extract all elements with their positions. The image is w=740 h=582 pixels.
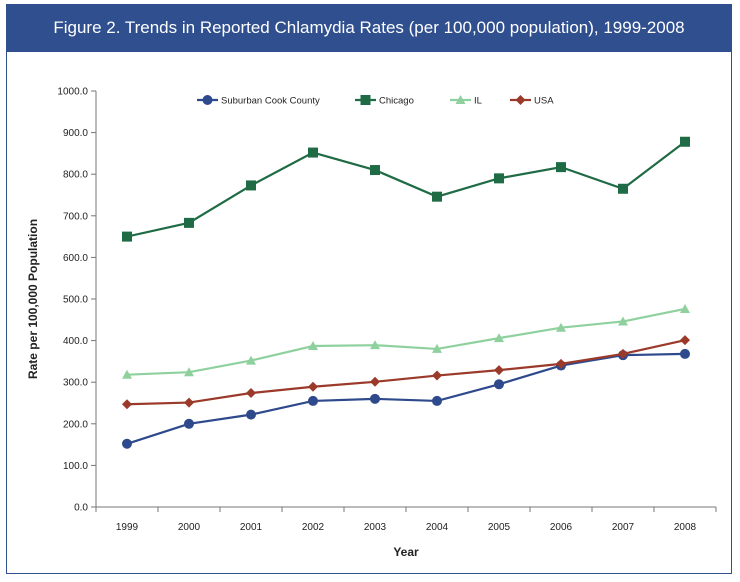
series-line bbox=[126, 307, 686, 376]
data-point bbox=[432, 343, 442, 353]
y-tick-label: 200.0 bbox=[63, 419, 88, 430]
data-point bbox=[370, 165, 380, 176]
data-point bbox=[680, 303, 690, 313]
data-point bbox=[246, 388, 256, 399]
y-tick-label: 700.0 bbox=[63, 211, 88, 222]
legend-marker bbox=[360, 95, 371, 105]
legend: Suburban Cook County Chicago IL USA bbox=[197, 95, 554, 107]
data-point bbox=[246, 180, 256, 191]
x-tick-label: 2005 bbox=[488, 522, 511, 533]
data-point bbox=[556, 322, 566, 332]
data-point bbox=[556, 358, 566, 369]
legend-marker bbox=[515, 95, 526, 105]
x-tick-label: 2006 bbox=[550, 522, 573, 533]
data-point bbox=[308, 341, 318, 351]
data-point bbox=[184, 217, 194, 228]
y-tick-label: 100.0 bbox=[63, 461, 88, 472]
legend-label: USA bbox=[534, 96, 554, 107]
data-point bbox=[618, 183, 628, 194]
x-tick-label: 2000 bbox=[178, 522, 201, 533]
data-point bbox=[494, 379, 504, 390]
y-axis-title: Rate per 100,000 Population bbox=[26, 219, 40, 379]
legend-label: Suburban Cook County bbox=[221, 96, 320, 107]
legend-marker bbox=[455, 95, 466, 104]
x-axis-title: Year bbox=[393, 545, 419, 559]
data-point bbox=[246, 355, 256, 365]
data-point bbox=[184, 418, 194, 429]
data-point bbox=[308, 395, 318, 406]
data-point bbox=[680, 335, 690, 346]
y-tick-label: 0.0 bbox=[74, 503, 88, 514]
series-group bbox=[122, 136, 690, 449]
data-point bbox=[122, 438, 132, 449]
data-point bbox=[494, 333, 504, 343]
x-tick-label: 2008 bbox=[674, 522, 697, 533]
data-point bbox=[370, 376, 380, 387]
legend-label: Chicago bbox=[379, 96, 414, 107]
data-point bbox=[618, 348, 628, 359]
series-line bbox=[126, 140, 686, 238]
data-point bbox=[122, 231, 132, 242]
x-tick-label: 2002 bbox=[302, 522, 325, 533]
y-tick-label: 1000.0 bbox=[57, 87, 88, 98]
data-point bbox=[494, 365, 504, 376]
y-tick-label: 600.0 bbox=[63, 253, 88, 264]
data-point bbox=[308, 381, 318, 392]
y-tick-label: 500.0 bbox=[63, 295, 88, 306]
series-line bbox=[126, 352, 686, 445]
legend-marker bbox=[202, 95, 213, 105]
series-line bbox=[126, 339, 686, 406]
data-point bbox=[184, 397, 194, 408]
x-tick-label: 2007 bbox=[612, 522, 635, 533]
data-point bbox=[494, 173, 504, 184]
x-tick-label: 2001 bbox=[240, 522, 263, 533]
data-point bbox=[432, 395, 442, 406]
x-tick-label: 2004 bbox=[426, 522, 449, 533]
data-point bbox=[308, 147, 318, 158]
data-point bbox=[122, 369, 132, 379]
x-tick-label: 2003 bbox=[364, 522, 387, 533]
data-point bbox=[122, 399, 132, 410]
data-point bbox=[432, 370, 442, 381]
y-tick-label: 900.0 bbox=[63, 128, 88, 139]
legend-label: IL bbox=[474, 96, 482, 107]
data-point bbox=[680, 136, 690, 147]
data-point bbox=[184, 367, 194, 377]
data-point bbox=[680, 348, 690, 359]
data-point bbox=[246, 409, 256, 420]
data-point bbox=[370, 393, 380, 404]
data-point bbox=[618, 316, 628, 326]
data-point bbox=[432, 191, 442, 202]
chart-title: Figure 2. Trends in Reported Chlamydia R… bbox=[6, 4, 732, 52]
axes: 0.0 100.0 200.0 300.0 400.0 500.0 600.0 700.0 80… bbox=[57, 87, 717, 533]
y-tick-label: 300.0 bbox=[63, 378, 88, 389]
x-tick-label: 1999 bbox=[116, 522, 139, 533]
data-point bbox=[556, 162, 566, 173]
y-tick-label: 800.0 bbox=[63, 170, 88, 181]
y-tick-label: 400.0 bbox=[63, 336, 88, 347]
data-point bbox=[370, 340, 380, 350]
